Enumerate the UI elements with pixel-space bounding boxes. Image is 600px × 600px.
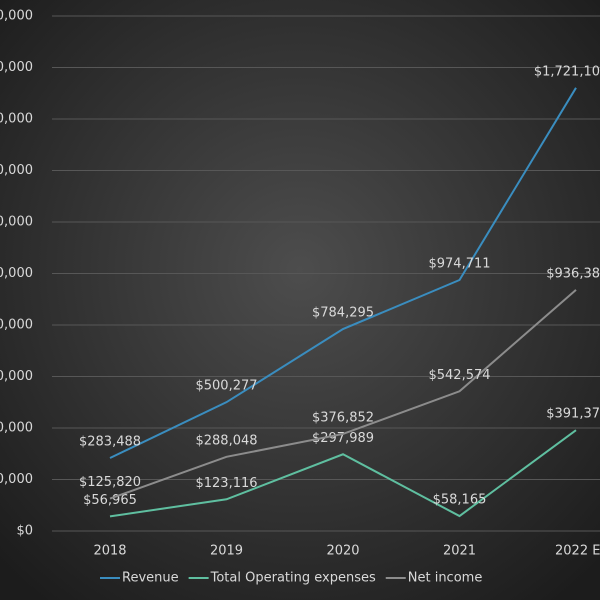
- y-tick-label: $1,000,000: [0, 266, 33, 281]
- legend: Revenue Total Operating expenses Net incom…: [100, 571, 482, 586]
- x-tick-label: 2021: [443, 544, 476, 559]
- data-label: $1,721,10: [534, 64, 600, 79]
- y-tick-label: $0: [16, 524, 33, 539]
- data-label: $542,574: [428, 368, 490, 383]
- y-tick-label: $600,000: [0, 369, 33, 384]
- y-tick-label: $2,000,000: [0, 9, 33, 24]
- data-label: $288,048: [195, 433, 257, 448]
- data-label: $784,295: [312, 306, 374, 321]
- data-label: $936,38: [546, 266, 600, 281]
- y-tick-label: $1,200,000: [0, 215, 33, 230]
- y-tick-label: $1,600,000: [0, 112, 33, 127]
- data-label: $500,277: [195, 379, 257, 394]
- y-tick-label: $1,400,000: [0, 163, 33, 178]
- data-label: $123,116: [195, 476, 257, 491]
- data-label: $125,820: [79, 475, 141, 490]
- y-tick-label: $1,800,000: [0, 60, 33, 75]
- y-tick-label: $200,000: [0, 472, 33, 487]
- legend-label: Net income: [408, 571, 483, 586]
- series-line: [109, 87, 577, 459]
- y-tick-label: $400,000: [0, 421, 33, 436]
- legend-label: Revenue: [122, 571, 179, 586]
- x-tick-label: 2018: [93, 544, 126, 559]
- x-tick-label: 2022 E: [555, 544, 600, 559]
- data-label: $283,488: [79, 435, 141, 450]
- y-tick-label: $800,000: [0, 318, 33, 333]
- x-tick-label: 2020: [326, 544, 359, 559]
- data-label: $391,37: [546, 407, 600, 422]
- data-label: $974,711: [428, 257, 490, 272]
- data-label: $58,165: [433, 493, 487, 508]
- data-label: $376,852: [312, 410, 374, 425]
- data-label: $297,989: [312, 431, 374, 446]
- data-label: $56,965: [83, 493, 137, 508]
- series-line: [109, 289, 577, 500]
- series-line: [109, 429, 577, 518]
- legend-label: Total Operating expenses: [210, 571, 376, 586]
- x-tick-label: 2019: [210, 544, 243, 559]
